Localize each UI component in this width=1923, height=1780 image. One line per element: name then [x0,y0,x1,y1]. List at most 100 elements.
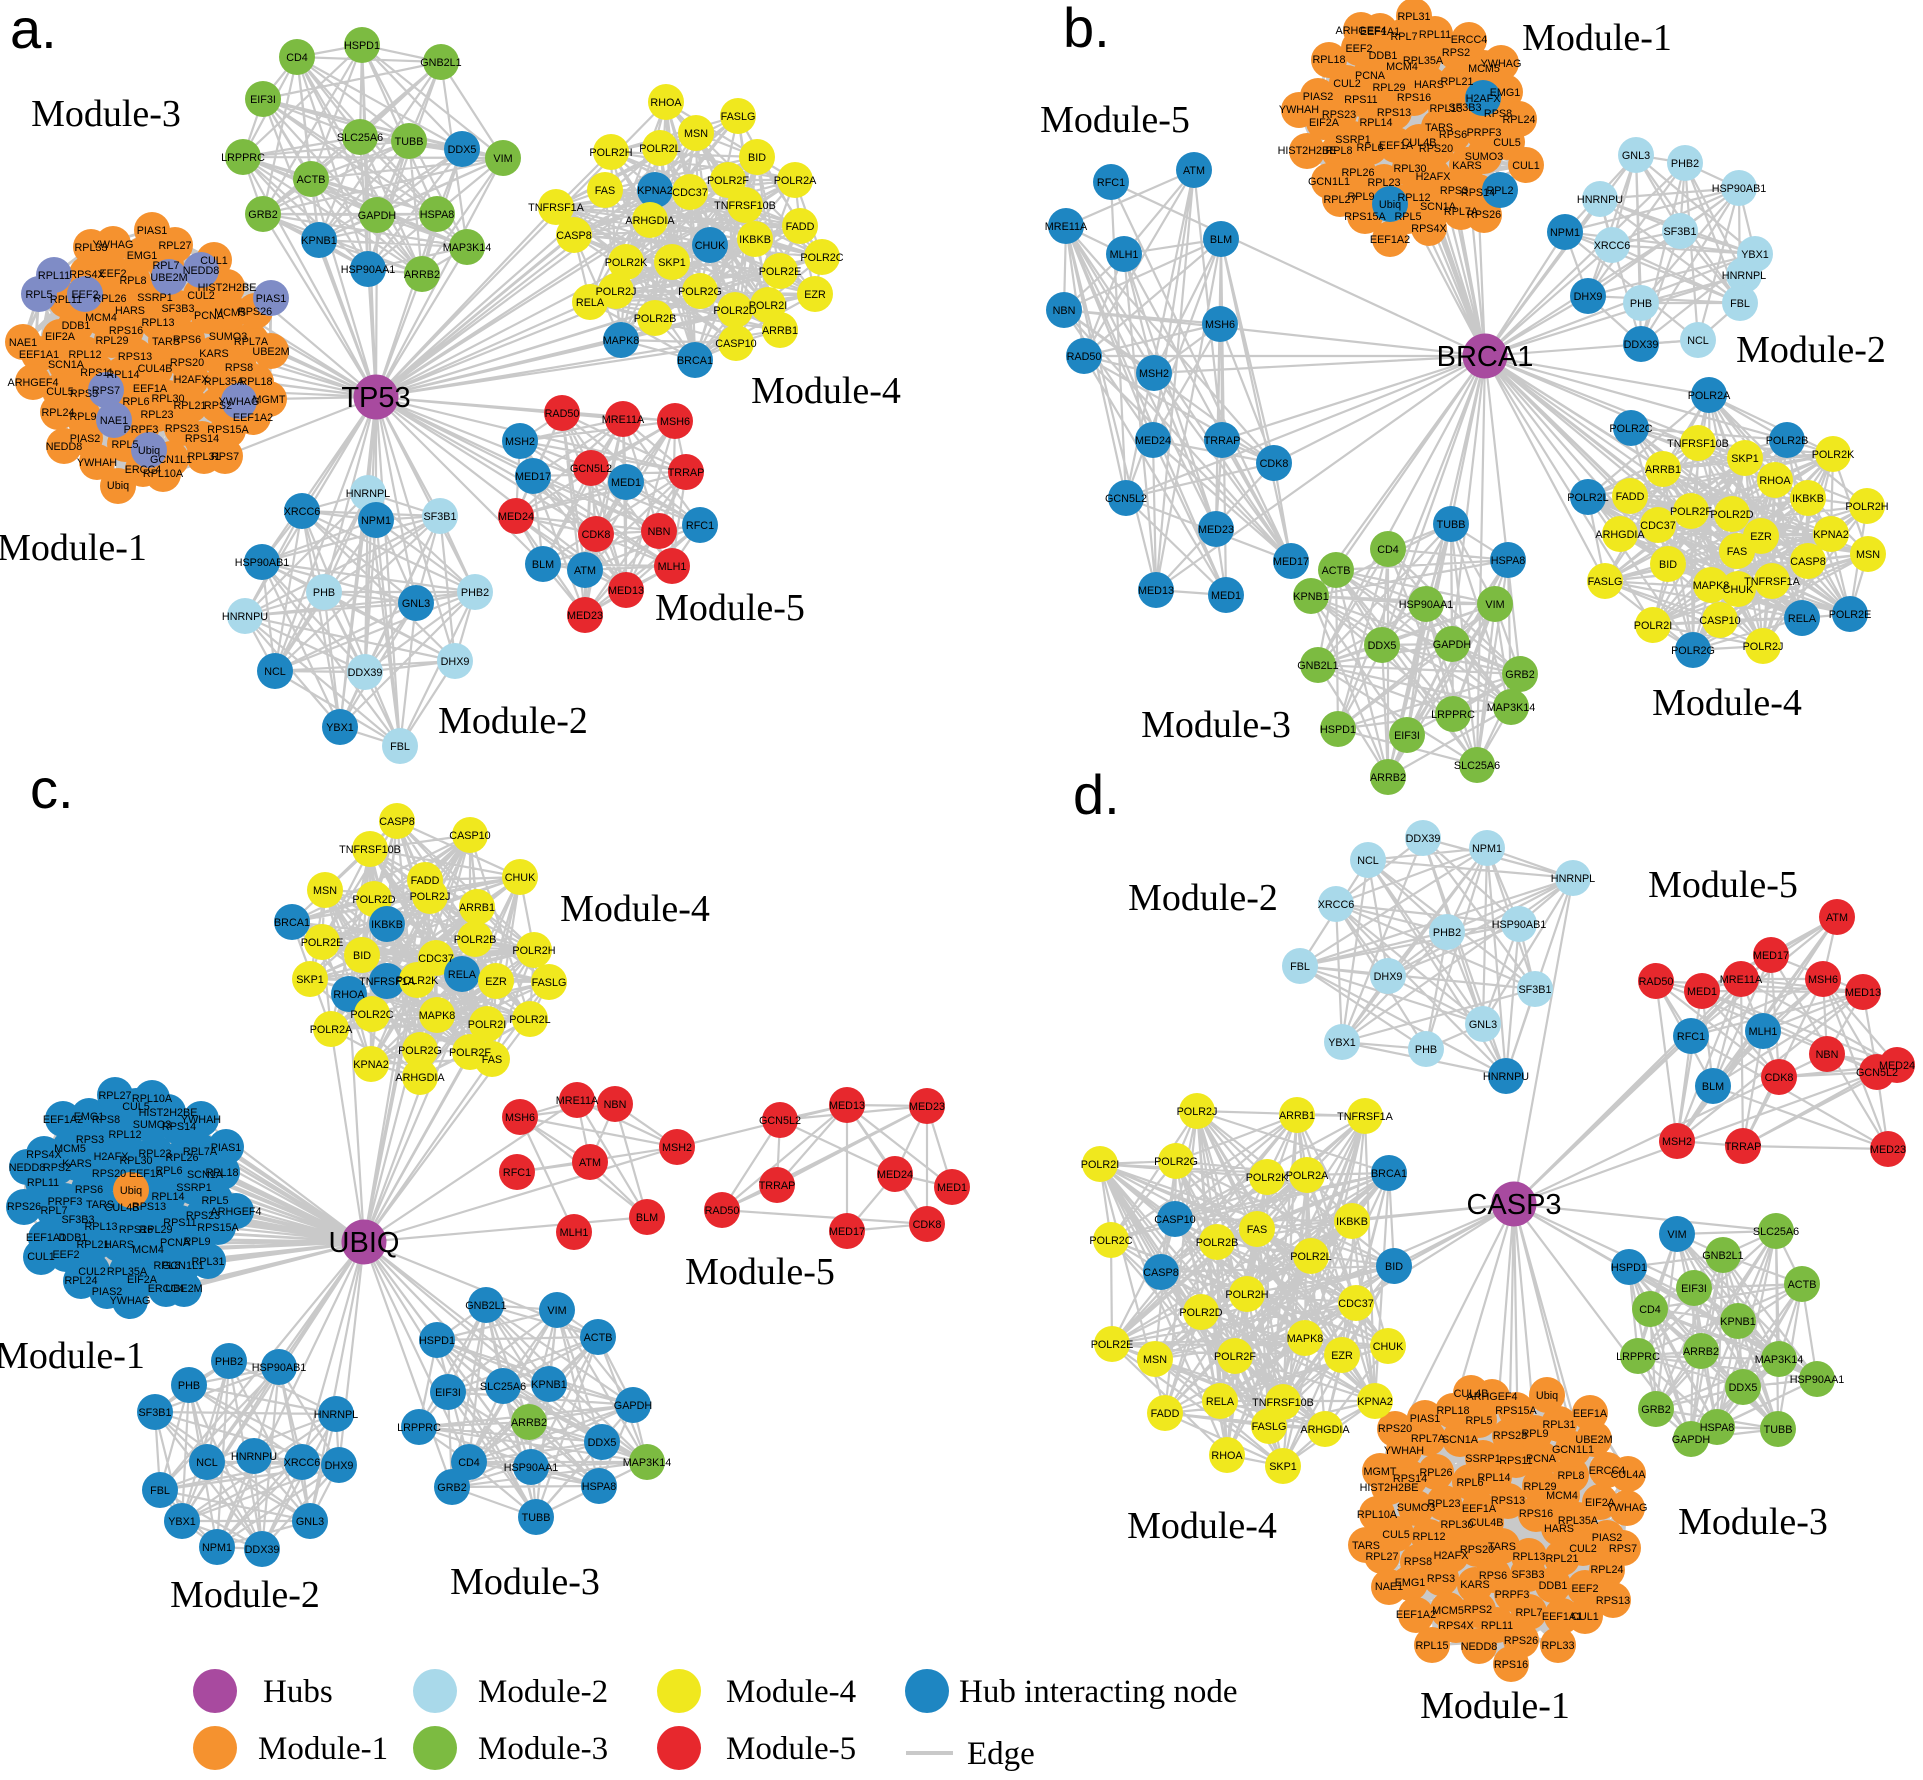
svg-text:YBX1: YBX1 [1328,1037,1356,1049]
svg-text:GCN1L1: GCN1L1 [150,454,192,466]
svg-text:MRE11A: MRE11A [1720,974,1763,986]
svg-text:TNFRSF10B: TNFRSF10B [714,200,776,212]
svg-text:NEDD8: NEDD8 [1461,1641,1498,1653]
svg-text:UBE2M: UBE2M [252,346,289,358]
svg-text:RPS14: RPS14 [1461,187,1495,199]
svg-text:ARHGEF4: ARHGEF4 [8,377,59,389]
svg-text:RPS3: RPS3 [1440,185,1468,197]
svg-text:RPS26: RPS26 [1504,1635,1538,1647]
svg-text:ACTB: ACTB [584,1332,613,1344]
svg-text:SSRP1: SSRP1 [1465,1453,1500,1465]
svg-text:HSP90AA1: HSP90AA1 [1399,599,1454,611]
svg-text:POLR2L: POLR2L [509,1014,550,1026]
svg-text:SSRP1: SSRP1 [176,1182,211,1194]
svg-text:CUL5: CUL5 [122,1101,150,1113]
svg-text:ARRB2: ARRB2 [1683,1346,1719,1358]
svg-text:RPS8: RPS8 [225,362,253,374]
svg-text:RAD50: RAD50 [1639,976,1674,988]
svg-text:RPL29: RPL29 [139,1224,172,1236]
svg-text:KPNB1: KPNB1 [531,1379,566,1391]
svg-text:RPL30: RPL30 [119,1155,152,1167]
svg-text:MCM4: MCM4 [1546,1490,1578,1502]
svg-text:SF3B1: SF3B1 [423,511,456,523]
svg-text:MLH1: MLH1 [1749,1026,1778,1038]
svg-text:GAPDH: GAPDH [1433,639,1471,651]
svg-text:BLM: BLM [636,1212,658,1224]
svg-text:RPS14: RPS14 [185,433,219,445]
svg-text:RPL7: RPL7 [40,1205,67,1217]
svg-text:RPL21: RPL21 [173,400,206,412]
svg-text:EEF1A: EEF1A [129,1168,164,1180]
svg-text:POLR2F: POLR2F [707,175,749,187]
svg-text:NBN: NBN [1816,1049,1839,1061]
svg-text:RPL33: RPL33 [74,242,107,254]
svg-text:RPL23: RPL23 [1427,1498,1460,1510]
svg-text:CD4: CD4 [458,1457,480,1469]
svg-text:POLR2K: POLR2K [1812,449,1855,461]
svg-text:EMG1: EMG1 [74,1111,105,1123]
svg-text:RFC1: RFC1 [1097,177,1125,189]
svg-text:POLR2D: POLR2D [1710,509,1753,521]
svg-text:MSH6: MSH6 [660,416,690,428]
svg-text:FAS: FAS [595,185,615,197]
svg-text:DDX39: DDX39 [1624,339,1659,351]
svg-text:RHOA: RHOA [333,989,365,1001]
svg-text:POLR2H: POLR2H [589,147,632,159]
svg-text:POLR2D: POLR2D [1179,1307,1222,1319]
svg-text:EMG1: EMG1 [1395,1577,1426,1589]
svg-text:RPL30: RPL30 [1440,1519,1473,1531]
svg-text:VIM: VIM [493,153,512,165]
svg-text:MCM5: MCM5 [1468,63,1500,75]
svg-text:SF3B3: SF3B3 [1511,1569,1544,1581]
svg-text:CD4: CD4 [1377,544,1399,556]
svg-text:ARHGDIA: ARHGDIA [395,1072,445,1084]
svg-text:FAS: FAS [482,1054,502,1066]
svg-text:EEF1A2: EEF1A2 [1370,234,1410,246]
svg-text:MAPK8: MAPK8 [1287,1333,1324,1345]
svg-text:BID: BID [1385,1261,1403,1273]
svg-text:TNFRSF1A: TNFRSF1A [1744,576,1801,588]
svg-text:RPS15A: RPS15A [1344,211,1386,223]
svg-text:EEF1A: EEF1A [1573,1408,1608,1420]
svg-text:ARHGDIA: ARHGDIA [625,215,675,227]
svg-text:RPS23: RPS23 [1322,109,1356,121]
svg-text:EEF1A: EEF1A [1462,1503,1497,1515]
svg-text:RPS4X: RPS4X [1438,1620,1473,1632]
svg-text:RAD50: RAD50 [1067,351,1102,363]
svg-text:RPL21: RPL21 [76,1239,109,1251]
svg-text:YWHAH: YWHAH [181,1114,221,1126]
svg-text:H2AFX: H2AFX [94,1151,129,1163]
svg-text:RPL8: RPL8 [119,275,146,287]
svg-text:RPS11: RPS11 [1499,1455,1532,1467]
svg-text:MED23: MED23 [567,610,603,622]
svg-text:TP53: TP53 [341,382,410,414]
svg-text:HSPD1: HSPD1 [1320,724,1356,736]
svg-text:PHB2: PHB2 [1671,158,1699,170]
svg-text:RPS6: RPS6 [1439,129,1467,141]
svg-text:Module-5: Module-5 [655,587,805,629]
svg-text:POLR2I: POLR2I [1081,1159,1119,1171]
svg-text:Module-5: Module-5 [685,1251,835,1293]
svg-text:GCN5L2: GCN5L2 [1105,493,1147,505]
svg-text:PHB2: PHB2 [461,587,489,599]
svg-text:CUL1: CUL1 [1571,1611,1599,1623]
svg-text:RPL23: RPL23 [140,409,173,421]
svg-text:ARHGEF4: ARHGEF4 [1467,1391,1518,1403]
svg-text:ERCC4: ERCC4 [125,464,162,476]
svg-text:UBIQ: UBIQ [329,1227,400,1259]
svg-text:RPL12: RPL12 [68,349,101,361]
svg-text:RPL10A: RPL10A [132,1093,173,1105]
svg-text:RPS4X: RPS4X [1411,223,1446,235]
svg-text:SCN1A: SCN1A [187,1169,224,1181]
svg-text:BRCA1: BRCA1 [1437,341,1534,373]
svg-text:NCL: NCL [1357,855,1379,867]
svg-text:TNFRSF1A: TNFRSF1A [359,976,416,988]
svg-text:CDK8: CDK8 [913,1219,942,1231]
svg-text:NBN: NBN [1053,305,1076,317]
svg-text:RPS8: RPS8 [1404,1556,1432,1568]
svg-text:RPS13: RPS13 [118,351,152,363]
svg-text:ARHGEF4: ARHGEF4 [211,1206,262,1218]
svg-text:PRPF3: PRPF3 [48,1196,83,1208]
svg-text:EZR: EZR [485,976,507,988]
svg-text:RPS13: RPS13 [1377,107,1411,119]
